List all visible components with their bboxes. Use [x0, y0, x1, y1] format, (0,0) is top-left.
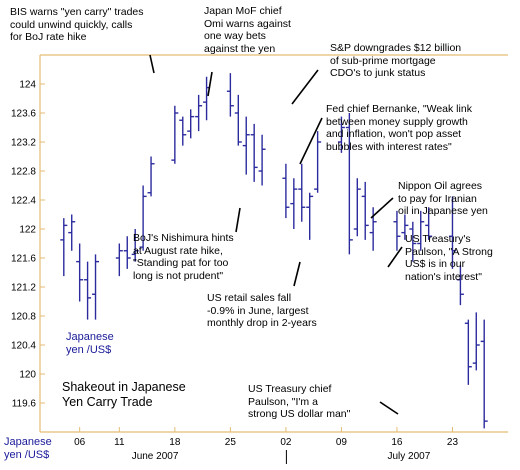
y-tick-label: 123.6 [11, 109, 36, 120]
annotation-leader [379, 401, 399, 415]
y-tick-label: 120 [19, 370, 36, 381]
price-bar [203, 76, 211, 121]
price-bar [226, 73, 234, 117]
x-tick-label: 16 [391, 437, 403, 448]
price-bar [282, 163, 290, 219]
price-bar [234, 94, 242, 146]
annotation-mof: Japan MoF chief Omi warns against one wa… [204, 5, 291, 55]
price-bar [195, 94, 203, 132]
y-tick-label: 122.8 [11, 167, 36, 178]
x-axis-label: Japanese yen /US$ [4, 436, 52, 461]
chart-title: Shakeout in Japanese Yen Carry Trade [62, 380, 186, 409]
price-bar [425, 207, 433, 240]
plot-frame [39, 54, 508, 433]
annotation-leader [299, 117, 323, 165]
price-bar [179, 116, 187, 146]
y-tick-label: 121.2 [11, 283, 36, 294]
price-bar [337, 116, 345, 153]
price-bar [417, 210, 425, 251]
annotation-nishimura: BoJ's Nishimura hints at August rate hik… [133, 232, 234, 282]
price-bar [456, 265, 464, 306]
price-bar [401, 214, 409, 240]
price-bar [60, 218, 68, 277]
price-bar [361, 181, 369, 240]
price-bar [306, 192, 314, 240]
price-bars [60, 73, 488, 429]
y-tick-label: 122 [19, 225, 36, 236]
annotation-leader [387, 246, 403, 268]
x-tick-label: 11 [114, 437, 125, 448]
y-tick-label: 123.2 [11, 138, 36, 149]
price-bar [480, 319, 488, 429]
price-bar [76, 243, 84, 302]
annotation-leader [149, 54, 155, 74]
price-bar [472, 312, 480, 371]
price-bar [353, 178, 361, 237]
price-bar [250, 123, 258, 182]
price-bar [92, 254, 100, 320]
price-bar [171, 105, 179, 164]
price-bar [314, 131, 322, 193]
price-bar [123, 236, 131, 269]
x-tick-label: 25 [225, 437, 237, 448]
annotation-leader [293, 261, 301, 287]
price-bar [258, 134, 266, 186]
annotation-leader [235, 207, 241, 233]
price-bar [464, 319, 472, 385]
y-tick-label: 122.4 [11, 196, 36, 207]
x-axis: 06 11 18 25 02 09 16 23 June 2007 July 2007 [74, 427, 458, 464]
annotation-leader [291, 69, 319, 105]
annotation-leader [370, 197, 394, 219]
price-bar [290, 178, 298, 229]
x-tick-label: 23 [447, 437, 459, 448]
price-bar [345, 113, 353, 255]
annotation-leader [207, 71, 213, 97]
price-bar [242, 116, 250, 175]
annotation-retail-sales: US retail sales fall -0.9% in June, larg… [207, 292, 317, 329]
annotation-paulson-man: US Treasury chief Paulson, "I'm a strong… [248, 383, 351, 420]
price-bar [298, 163, 306, 222]
x-tick-label: 09 [336, 437, 348, 448]
y-axis: 119.6 120 120.4 120.8 121.2 121.6 122 122.4 122.… [11, 80, 45, 410]
month-label: July 2007 [387, 451, 430, 462]
annotation-bis: BIS warns "yen carry" trades could unwin… [10, 6, 144, 43]
price-bar [393, 210, 401, 251]
y-tick-label: 120.8 [11, 312, 36, 323]
price-bar [147, 156, 155, 197]
price-bar [369, 207, 377, 251]
price-bar [84, 261, 92, 320]
price-bar [131, 229, 139, 262]
annotation-nippon-oil: Nippon Oil agrees to pay for Iranian oil… [398, 180, 488, 217]
x-tick-label: 06 [74, 437, 86, 448]
month-label: June 2007 [132, 451, 179, 462]
y-tick-label: 120.4 [11, 341, 36, 352]
annotation-bernanke: Fed chief Bernanke, "Weak link between m… [326, 103, 472, 153]
x-tick-label: 02 [280, 437, 292, 448]
series-label: Japanese yen /US$ [66, 331, 114, 356]
annotation-leaders [149, 54, 403, 415]
price-bar [448, 196, 456, 269]
price-bar [115, 243, 123, 277]
x-tick-label: 18 [169, 437, 181, 448]
annotation-sp: S&P downgrades $12 billion of sub-prime … [330, 42, 462, 79]
y-tick-label: 119.6 [12, 399, 37, 410]
price-bar [187, 109, 195, 139]
y-tick-label: 124 [19, 80, 36, 91]
y-tick-label: 121.6 [11, 254, 36, 265]
price-bar [68, 214, 76, 251]
price-bar [139, 185, 147, 251]
annotation-paulson-strong: US Treasury's Paulson, "A Strong US$ is … [405, 233, 493, 283]
price-bar [409, 221, 417, 262]
